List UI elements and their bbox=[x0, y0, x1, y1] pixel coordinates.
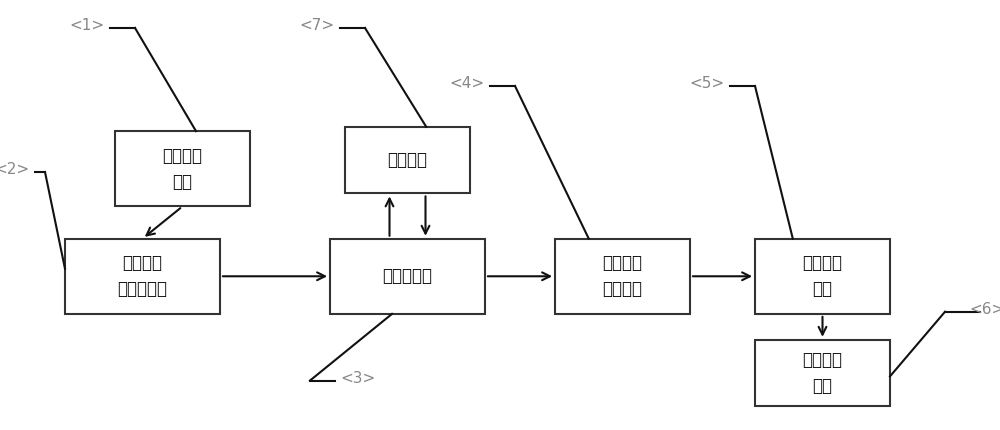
Text: 输出信号
处理模块: 输出信号 处理模块 bbox=[602, 254, 642, 298]
Bar bbox=[345, 127, 470, 194]
Bar bbox=[755, 340, 890, 406]
Text: 信号采集
模块: 信号采集 模块 bbox=[802, 254, 842, 298]
Text: 传感器模块: 传感器模块 bbox=[383, 267, 433, 285]
Text: 标定模块: 标定模块 bbox=[388, 151, 428, 169]
Bar bbox=[555, 239, 690, 314]
Text: 激励信号
预处理模块: 激励信号 预处理模块 bbox=[118, 254, 168, 298]
Text: <7>: <7> bbox=[299, 18, 335, 33]
Text: <4>: <4> bbox=[449, 77, 485, 91]
Bar bbox=[330, 239, 485, 314]
Text: 数据处理
模块: 数据处理 模块 bbox=[802, 351, 842, 395]
Bar bbox=[65, 239, 220, 314]
Bar bbox=[755, 239, 890, 314]
Text: <1>: <1> bbox=[69, 18, 105, 33]
Text: <3>: <3> bbox=[340, 371, 376, 386]
Text: <2>: <2> bbox=[0, 163, 30, 177]
Text: 激励信号
模块: 激励信号 模块 bbox=[162, 147, 202, 191]
Text: <5>: <5> bbox=[689, 77, 725, 91]
Bar bbox=[115, 131, 250, 206]
Text: <6>: <6> bbox=[969, 302, 1000, 317]
